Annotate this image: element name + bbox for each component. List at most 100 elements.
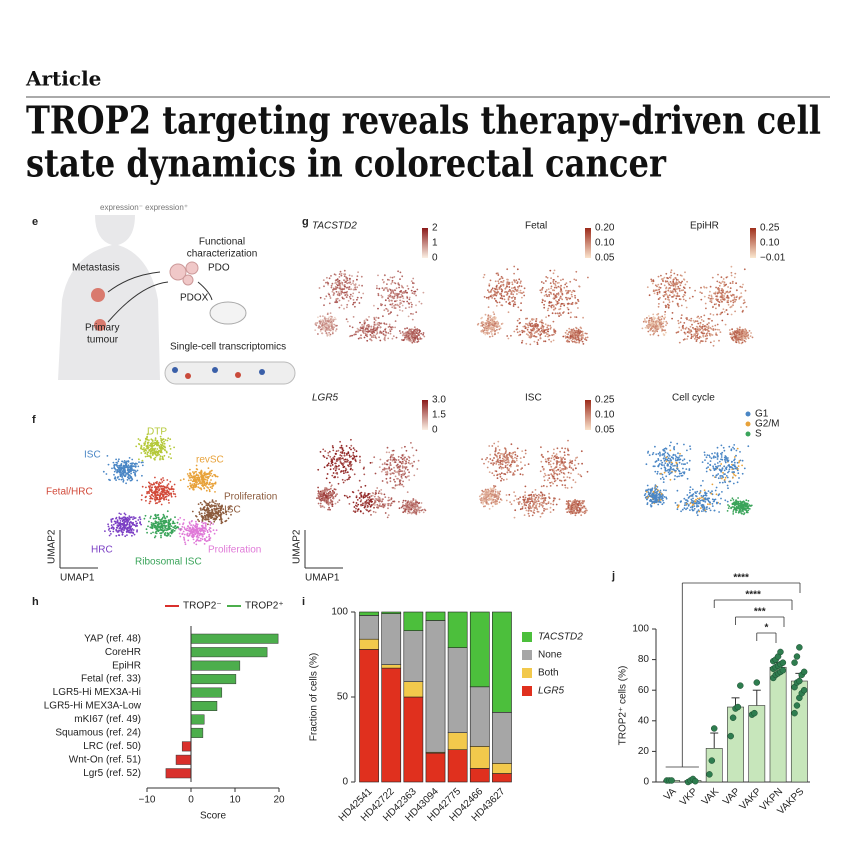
umap-dot bbox=[141, 459, 144, 462]
umap-dot bbox=[129, 462, 132, 465]
umap-dot bbox=[334, 301, 337, 304]
umap-dot bbox=[327, 462, 330, 465]
umap-dot bbox=[352, 303, 354, 306]
umap-dot bbox=[376, 323, 379, 326]
umap-dot bbox=[350, 288, 353, 291]
umap-dot bbox=[401, 467, 404, 469]
umap-dot bbox=[682, 298, 685, 301]
umap-dot bbox=[404, 445, 406, 448]
umap-dot bbox=[358, 302, 361, 304]
umap-dot bbox=[167, 456, 170, 458]
umap-dot bbox=[341, 462, 343, 465]
body-silhouette bbox=[58, 215, 160, 380]
umap-dot bbox=[121, 460, 123, 463]
umap-dot bbox=[129, 516, 132, 519]
umap-dot bbox=[391, 337, 394, 340]
umap-dot bbox=[667, 295, 669, 297]
umap-dot bbox=[388, 323, 391, 326]
umap-dot bbox=[575, 316, 578, 318]
umap-dot bbox=[670, 271, 672, 274]
umap-dot bbox=[202, 522, 205, 525]
umap-dot bbox=[395, 336, 398, 339]
umap-dot bbox=[518, 330, 521, 333]
umap-dot bbox=[512, 289, 514, 292]
umap-dot bbox=[118, 529, 121, 532]
umap-dot bbox=[169, 527, 172, 530]
umap-dot bbox=[516, 331, 519, 334]
umap-dot bbox=[728, 291, 731, 294]
umap-dot bbox=[124, 517, 127, 520]
cluster-label: HRC bbox=[91, 545, 113, 556]
umap-dot bbox=[339, 460, 342, 463]
umap-dot bbox=[151, 524, 154, 527]
umap-dot bbox=[186, 533, 189, 536]
umap-dot bbox=[567, 308, 570, 311]
umap-dot bbox=[492, 289, 495, 292]
umap-dot bbox=[145, 445, 148, 447]
umap-dot bbox=[162, 447, 165, 450]
umap-dot bbox=[163, 445, 166, 448]
umap-dot bbox=[646, 317, 648, 319]
umap-dot bbox=[576, 335, 579, 338]
umap-dot bbox=[379, 458, 382, 461]
umap-dot bbox=[407, 315, 410, 318]
umap-dot bbox=[322, 327, 325, 329]
umap-dot bbox=[355, 507, 357, 510]
umap-dot bbox=[167, 483, 170, 485]
umap-dot bbox=[137, 465, 140, 468]
umap-dot bbox=[381, 463, 384, 466]
umap-dot bbox=[164, 527, 167, 529]
umap-dot bbox=[506, 283, 508, 286]
umap-dot bbox=[160, 532, 163, 535]
umap-dot bbox=[731, 328, 733, 331]
umap-dot bbox=[179, 479, 182, 482]
umap-dot bbox=[195, 520, 197, 523]
umap-dot bbox=[192, 538, 195, 541]
umap-dot bbox=[154, 494, 157, 497]
umap-dot bbox=[211, 482, 214, 485]
umap-dot bbox=[408, 306, 411, 309]
umap-dot bbox=[345, 495, 348, 497]
umap-dot bbox=[368, 316, 370, 318]
umap-dot bbox=[331, 290, 334, 293]
umap-dot bbox=[210, 470, 213, 472]
umap-dot bbox=[174, 516, 176, 519]
umap-dot bbox=[698, 329, 701, 332]
umap-dot bbox=[156, 530, 159, 532]
umap-dot bbox=[389, 328, 391, 331]
umap-dot bbox=[168, 445, 171, 447]
umap-dot bbox=[541, 325, 544, 327]
umap-dot bbox=[111, 526, 114, 529]
umap-dot bbox=[178, 532, 181, 535]
umap-dot bbox=[201, 475, 204, 478]
umap-dot bbox=[373, 316, 376, 319]
umap-dot bbox=[214, 510, 216, 512]
umap-dot bbox=[549, 282, 552, 285]
umap-dot bbox=[196, 531, 199, 533]
umap-dot bbox=[392, 335, 395, 338]
umap-dot bbox=[131, 458, 134, 461]
umap-dot bbox=[718, 339, 720, 342]
umap-dot bbox=[363, 319, 366, 322]
umap-dot bbox=[169, 453, 172, 455]
umap-dot bbox=[141, 474, 143, 477]
umap-dot bbox=[353, 473, 356, 476]
umap-dot bbox=[125, 474, 127, 476]
umap-dot bbox=[404, 307, 407, 309]
umap-dot bbox=[667, 289, 670, 292]
umap-dot bbox=[706, 326, 708, 329]
umap-dot bbox=[402, 485, 405, 488]
umap-dot bbox=[564, 335, 567, 337]
umap-dot bbox=[497, 282, 500, 285]
umap-dot bbox=[567, 312, 570, 315]
umap-dot bbox=[115, 479, 117, 481]
umap-dot bbox=[399, 271, 402, 274]
umap-dot bbox=[717, 292, 720, 294]
umap-dot bbox=[734, 300, 736, 303]
umap-dot bbox=[362, 292, 365, 295]
umap-dot bbox=[208, 533, 211, 536]
umap-dot bbox=[161, 481, 164, 483]
umap-dot bbox=[554, 283, 557, 285]
umap-dot bbox=[539, 289, 542, 292]
umap-dot bbox=[669, 281, 672, 283]
